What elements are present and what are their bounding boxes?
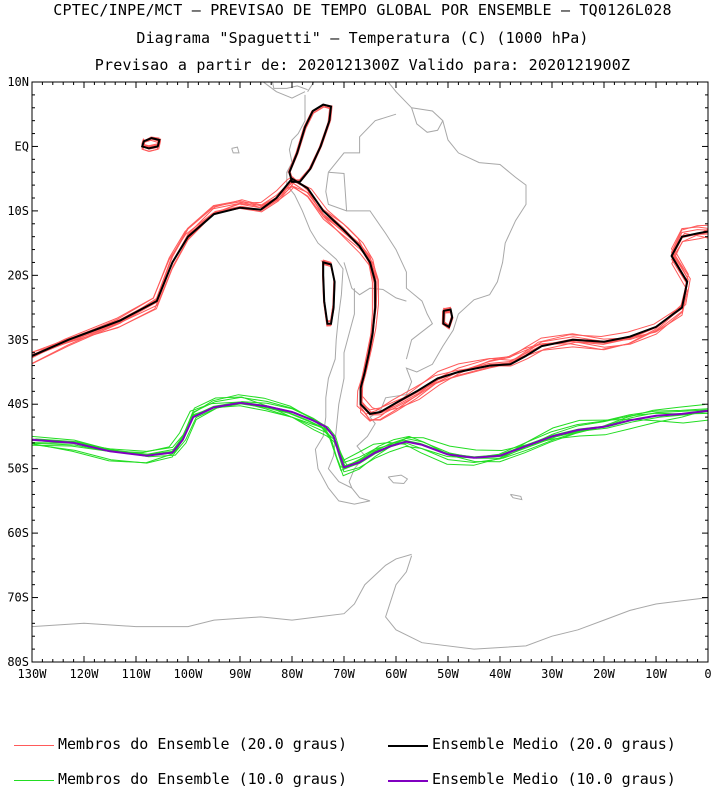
lat-label: 40S <box>7 397 29 411</box>
member-20-line <box>32 179 708 414</box>
mean-20-loop-galapagos <box>140 137 161 150</box>
member-10-line <box>32 401 708 470</box>
lon-label: 20W <box>593 667 615 681</box>
member-10-line <box>32 396 708 473</box>
legend-label-mean-20: Ensemble Medio (20.0 graus) <box>432 735 676 753</box>
lon-label: 80W <box>281 667 303 681</box>
header-line-3: Previsao a partir de: 2020121300Z Valido… <box>94 56 631 74</box>
lat-label: 60S <box>7 526 29 540</box>
border-interior-5 <box>327 288 355 489</box>
border-interior-2 <box>343 262 407 302</box>
lon-label: 60W <box>385 667 407 681</box>
lat-label: 10S <box>7 204 29 218</box>
legend-label-mean-10: Ensemble Medio (10.0 graus) <box>432 770 676 788</box>
lat-label: 10N <box>7 75 29 89</box>
border-interior-4 <box>328 113 397 173</box>
header-line-2: Diagrama "Spaguetti" – Temperatura (C) (… <box>136 29 589 47</box>
coastline-layer <box>32 82 708 650</box>
coast-caribbean <box>271 82 308 91</box>
member-20-line <box>32 186 708 412</box>
mean-20-loop-andes <box>322 261 336 325</box>
lon-label: 40W <box>489 667 511 681</box>
lat-label: EQ <box>15 139 29 153</box>
border-interior-6 <box>411 107 444 133</box>
member-20-line <box>32 176 708 421</box>
lon-label: 70W <box>333 667 355 681</box>
member-20-line <box>32 178 708 416</box>
lon-label: 110W <box>122 667 152 681</box>
legend-swatch-mean-20 <box>388 745 428 747</box>
ensemble-mean-layer <box>32 103 708 469</box>
legend-swatch-mean-10 <box>388 780 428 782</box>
mean-20-loop-brazil <box>442 308 454 329</box>
member-20-line <box>32 178 708 414</box>
lon-label: 100W <box>174 667 204 681</box>
lon-label: 130W <box>18 667 48 681</box>
coast-antarctic-peninsula <box>32 553 412 628</box>
lon-label: 0 <box>704 667 711 681</box>
legend-label-members-10: Membros do Ensemble (10.0 graus) <box>58 770 347 788</box>
legend-label-members-20: Membros do Ensemble (20.0 graus) <box>58 735 347 753</box>
lon-label: 30W <box>541 667 563 681</box>
legend-swatch-members-10 <box>14 780 54 781</box>
mean-20-loop-peru <box>288 103 333 183</box>
coast-south-georgia <box>510 493 523 501</box>
member-10-line <box>32 396 708 466</box>
lon-label: 50W <box>437 667 459 681</box>
mean-10-line <box>32 401 708 469</box>
lon-label: 10W <box>645 667 667 681</box>
member-20-line <box>32 180 708 415</box>
coast-falklands <box>387 474 409 485</box>
lat-label: 50S <box>7 462 29 476</box>
lat-label: 30S <box>7 333 29 347</box>
mean-20-line <box>32 177 708 415</box>
map-frame <box>31 81 709 663</box>
member-20-line <box>32 181 708 411</box>
lat-label: 20S <box>7 268 29 282</box>
coast-weddell-sea <box>385 555 708 650</box>
member-10-line <box>33 394 708 477</box>
coast-south-america <box>286 82 527 505</box>
lat-label: 80S <box>7 655 29 669</box>
legend-swatch-members-20 <box>14 745 54 746</box>
coast-central-america <box>262 82 306 99</box>
border-interior-3 <box>325 172 347 212</box>
member-20-line <box>32 185 708 422</box>
lon-label: 120W <box>70 667 100 681</box>
member-20-line <box>32 184 708 421</box>
border-andes-interior <box>328 171 434 360</box>
header-line-1: CPTEC/INPE/MCT – PREVISAO DE TEMPO GLOBA… <box>53 1 672 19</box>
member-20-line <box>32 182 708 416</box>
lat-label: 70S <box>7 591 29 605</box>
lon-label: 90W <box>229 667 251 681</box>
coast-galapagos <box>231 146 240 154</box>
